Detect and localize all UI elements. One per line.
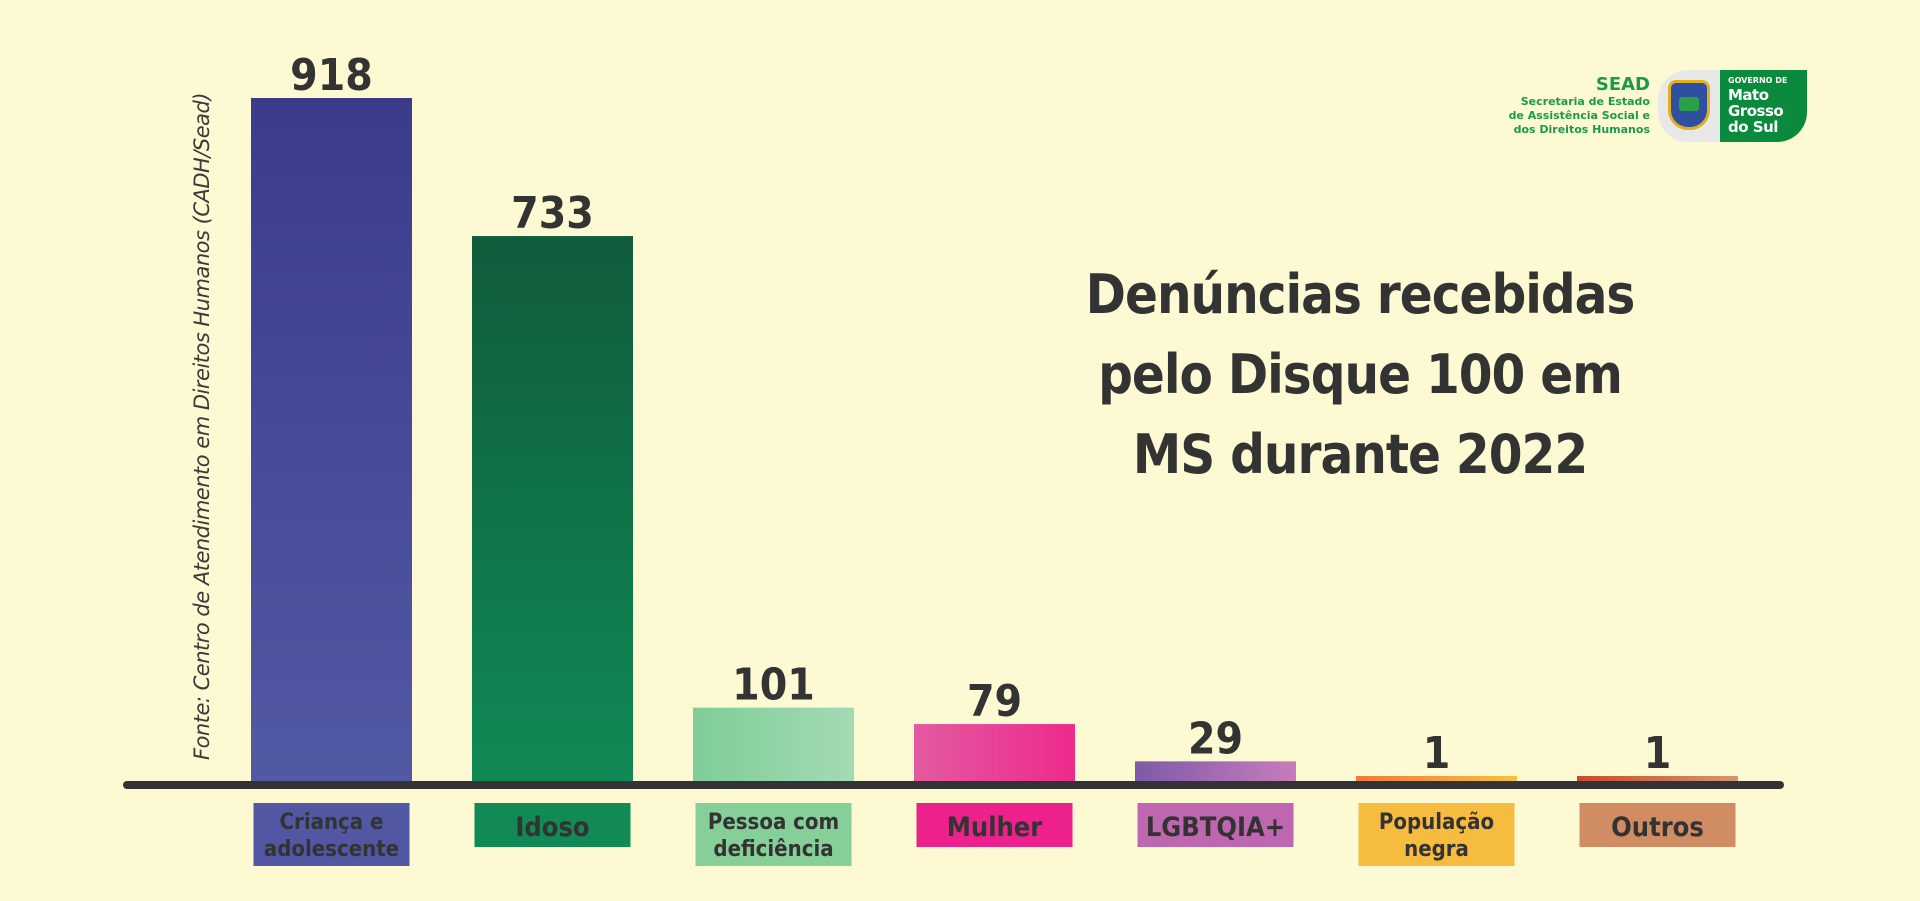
category-label-6-line-0: Outros (1611, 812, 1704, 843)
category-label-0-line-1: adolescente (264, 837, 399, 862)
category-label-box-5 (1358, 803, 1515, 866)
gov-small-text: GOVERNO DE (1728, 76, 1788, 85)
bar-3 (914, 724, 1075, 783)
state-seal-icon (1658, 70, 1720, 142)
value-label-5: 1 (1423, 728, 1451, 779)
value-label-4: 29 (1188, 713, 1243, 764)
sead-line-1: Secretaria de Estado (1520, 95, 1650, 108)
bar-0 (251, 98, 412, 783)
category-label-1-line-0: Idoso (515, 812, 589, 843)
gov-big-line-3: do Sul (1728, 118, 1778, 136)
title-line-3: MS durante 2022 (1132, 423, 1588, 486)
sead-line-3: dos Direitos Humanos (1513, 123, 1650, 136)
category-label-box-3 (916, 803, 1073, 847)
value-label-6: 1 (1644, 728, 1672, 779)
bar-6 (1577, 776, 1738, 783)
category-label-4-line-0: LGBTQIA+ (1146, 812, 1285, 843)
category-label-2-line-1: deficiência (713, 837, 833, 862)
value-label-1: 733 (511, 188, 594, 239)
value-label-3: 79 (967, 676, 1022, 727)
gov-ms-badge: GOVERNO DE Mato Grosso do Sul (1720, 70, 1807, 142)
category-label-box-1 (474, 803, 631, 847)
government-logo: SEAD Secretaria de Estado de Assistência… (1509, 70, 1810, 145)
gov-big-line-1: Mato (1728, 86, 1769, 104)
value-label-2: 101 (732, 660, 815, 711)
gov-big-text: Mato Grosso do Sul (1728, 86, 1784, 136)
category-label-0-line-0: Criança e (280, 810, 384, 835)
category-label-box-2 (695, 803, 852, 866)
sead-line-2: de Assistência Social e (1508, 109, 1650, 122)
bar-4 (1135, 761, 1296, 783)
bar-1 (472, 236, 633, 783)
category-label-5-line-1: negra (1404, 837, 1469, 862)
value-label-0: 918 (290, 50, 373, 101)
category-label-box-6 (1579, 803, 1736, 847)
title-line-1: Denúncias recebidas (1085, 263, 1636, 326)
bar-2 (693, 707, 854, 783)
sead-acronym: SEAD (1595, 74, 1650, 95)
chart-title: Denúncias recebidas pelo Disque 100 em M… (1060, 255, 1660, 495)
category-label-5-line-0: População (1379, 810, 1494, 835)
category-label-box-4 (1137, 803, 1294, 847)
bar-5 (1356, 776, 1517, 783)
sead-logo-text: SEAD Secretaria de Estado de Assistência… (1450, 75, 1650, 137)
source-note: Fonte: Centro de Atendimento em Direitos… (190, 92, 214, 760)
category-label-2-line-0: Pessoa com (708, 810, 839, 835)
gov-big-line-2: Grosso (1728, 102, 1784, 120)
category-label-box-0 (253, 803, 410, 866)
title-line-2: pelo Disque 100 em (1098, 343, 1623, 406)
category-label-3-line-0: Mulher (947, 812, 1043, 843)
